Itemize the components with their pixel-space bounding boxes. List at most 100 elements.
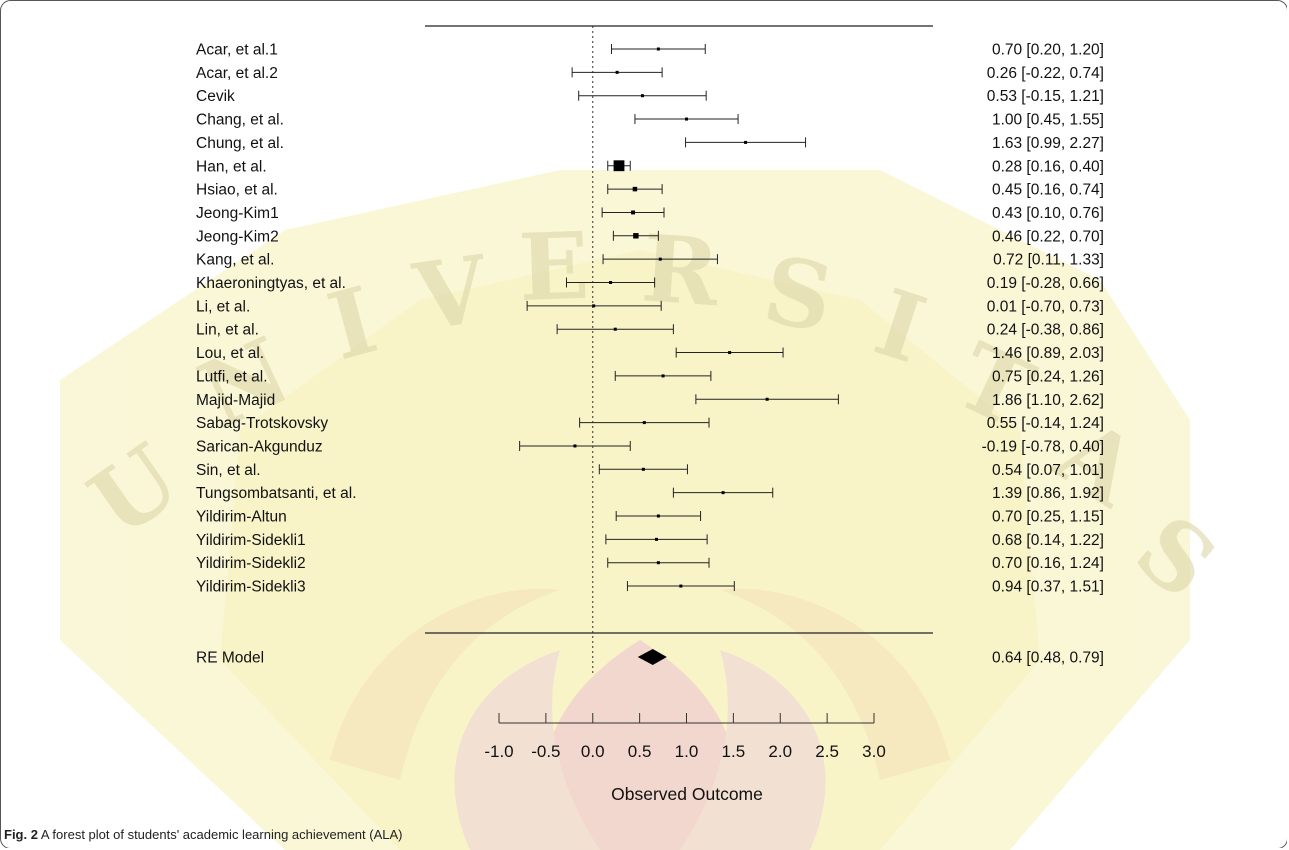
point-estimate-marker (631, 210, 636, 215)
x-tick-label: -1.0 (484, 742, 513, 761)
point-estimate-marker (615, 70, 619, 74)
study-row: Kang, et al. 0.72 [0.11, 1.33] (196, 252, 1104, 269)
study-label: Khaeroningtyas, et al. (196, 275, 346, 292)
study-label: Yildirim-Altun (196, 509, 287, 526)
point-estimate-marker (609, 281, 613, 284)
summary-row: RE Model 0.64 [0.48, 0.79] (196, 649, 1104, 667)
svg-text:R: R (638, 214, 722, 327)
estimate-ci-label: 0.45 [0.16, 0.74] (992, 182, 1104, 199)
study-label: Jeong-Kim2 (196, 228, 279, 245)
x-tick-label: 1.0 (675, 742, 699, 761)
study-label: Sabag-Trotskovsky (196, 415, 328, 432)
estimate-ci-label: 1.86 [1.10, 2.62] (992, 392, 1104, 409)
study-row: Tungsombatsanti, et al. 1.39 [0.86, 1.92] (196, 485, 1104, 502)
estimate-ci-label: 0.43 [0.10, 0.76] (992, 205, 1104, 222)
estimate-ci-label: 0.53 [-0.15, 1.21] (987, 88, 1104, 105)
study-row: Yildirim-Altun 0.70 [0.25, 1.15] (196, 509, 1104, 526)
study-row: Lin, et al. 0.24 [-0.38, 0.86] (196, 322, 1104, 339)
svg-text:V: V (407, 235, 495, 352)
svg-text:E: E (517, 212, 591, 322)
study-label: Acar, et al.2 (196, 65, 278, 82)
study-row: Sarican-Akgunduz -0.19 [-0.78, 0.40] (196, 438, 1104, 455)
summary-label: RE Model (196, 650, 264, 667)
x-tick-label: 0.0 (581, 742, 605, 761)
estimate-ci-label: 1.39 [0.86, 1.92] (992, 485, 1104, 502)
estimate-ci-label: 0.70 [0.20, 1.20] (992, 42, 1104, 59)
study-label: Jeong-Kim1 (196, 205, 279, 222)
summary-diamond (637, 649, 667, 665)
x-tick-label: 2.0 (768, 742, 792, 761)
estimate-ci-label: 0.24 [-0.38, 0.86] (987, 322, 1104, 339)
point-estimate-marker (641, 467, 645, 471)
estimate-ci-label: 1.63 [0.99, 2.27] (992, 135, 1104, 152)
study-row: Sabag-Trotskovsky 0.55 [-0.14, 1.24] (196, 415, 1104, 432)
figure-caption: Fig. 2 A forest plot of students' academ… (4, 827, 402, 842)
study-row: Jeong-Kim1 0.43 [0.10, 0.76] (196, 205, 1104, 222)
study-row: Hsiao, et al. 0.45 [0.16, 0.74] (196, 182, 1104, 199)
estimate-ci-label: 0.54 [0.07, 1.01] (992, 462, 1104, 479)
point-estimate-marker (679, 584, 683, 588)
study-row: Han, et al. 0.28 [0.16, 0.40] (196, 158, 1104, 175)
x-tick-label: 0.5 (628, 742, 652, 761)
point-estimate-marker (633, 233, 639, 239)
x-tick-label: 2.5 (815, 742, 839, 761)
study-row: Jeong-Kim2 0.46 [0.22, 0.70] (196, 228, 1104, 245)
study-label: Tungsombatsanti, et al. (196, 485, 357, 502)
estimate-ci-label: 0.70 [0.25, 1.15] (992, 509, 1104, 526)
point-estimate-marker (656, 514, 660, 518)
study-label: Sarican-Akgunduz (196, 438, 323, 455)
study-label: Yildirim-Sidekli3 (196, 579, 306, 596)
estimate-ci-label: 0.72 [0.11, 1.33] (993, 252, 1104, 269)
estimate-ci-label: -0.19 [-0.78, 0.40] (982, 438, 1104, 455)
point-estimate-marker (632, 186, 638, 192)
study-row: Acar, et al.1 0.70 [0.20, 1.20] (196, 42, 1104, 59)
x-tick-label: 1.5 (722, 742, 746, 761)
study-row: Cevik 0.53 [-0.15, 1.21] (196, 88, 1104, 105)
summary-ci-label: 0.64 [0.48, 0.79] (992, 650, 1104, 667)
point-estimate-marker (721, 491, 725, 495)
study-rows: Acar, et al.1 0.70 [0.20, 1.20]Acar, et a… (196, 42, 1104, 596)
study-label: Cevik (196, 88, 235, 105)
study-label: Kang, et al. (196, 252, 274, 269)
study-label: Lutfi, et al. (196, 368, 268, 385)
study-label: Lin, et al. (196, 322, 259, 339)
estimate-ci-label: 0.94 [0.37, 1.51] (992, 579, 1104, 596)
x-tick-label: -0.5 (531, 742, 560, 761)
study-label: Yildirim-Sidekli2 (196, 555, 306, 572)
study-row: Chung, et al. 1.63 [0.99, 2.27] (196, 135, 1104, 152)
study-row: Khaeroningtyas, et al. 0.19 [-0.28, 0.66] (196, 275, 1104, 292)
study-row: Chang, et al. 1.00 [0.45, 1.55] (196, 112, 1104, 129)
study-row: Lou, et al. 1.46 [0.89, 2.03] (196, 345, 1104, 362)
estimate-ci-label: 0.75 [0.24, 1.26] (992, 368, 1104, 385)
estimate-ci-label: 0.01 [-0.70, 0.73] (987, 298, 1104, 315)
caption-text: A forest plot of students' academic lear… (40, 827, 403, 842)
study-label: Chang, et al. (196, 112, 284, 129)
study-row: Majid-Majid 1.86 [1.10, 2.62] (196, 392, 1104, 409)
study-row: Yildirim-Sidekli3 0.94 [0.37, 1.51] (196, 579, 1104, 596)
point-estimate-marker (661, 374, 665, 378)
estimate-ci-label: 0.55 [-0.14, 1.24] (987, 415, 1104, 432)
x-tick-label: 3.0 (862, 742, 886, 761)
study-row: Yildirim-Sidekli2 0.70 [0.16, 1.24] (196, 555, 1104, 572)
study-row: Li, et al. 0.01 [-0.70, 0.73] (196, 298, 1104, 315)
estimate-ci-label: 0.46 [0.22, 0.70] (992, 228, 1104, 245)
study-row: Yildirim-Sidekli1 0.68 [0.14, 1.22] (196, 532, 1104, 549)
point-estimate-marker (744, 140, 748, 144)
study-label: Hsiao, et al. (196, 182, 278, 199)
estimate-ci-label: 0.70 [0.16, 1.24] (992, 555, 1104, 572)
study-row: Lutfi, et al. 0.75 [0.24, 1.26] (196, 368, 1104, 385)
x-axis: -1.0 -0.5 0.0 0.5 1.0 1.5 2.0 2.5 3.0 (484, 713, 886, 761)
study-row: Acar, et al.2 0.26 [-0.22, 0.74] (196, 65, 1104, 82)
study-label: Majid-Majid (196, 392, 275, 409)
point-estimate-marker (613, 327, 617, 331)
study-label: Li, et al. (196, 298, 250, 315)
study-label: Acar, et al.1 (196, 42, 278, 59)
point-estimate-marker (573, 444, 577, 448)
estimate-ci-label: 0.26 [-0.22, 0.74] (987, 65, 1104, 82)
x-axis-title: Observed Outcome (611, 784, 763, 804)
study-label: Lou, et al. (196, 345, 264, 362)
study-row: Sin, et al. 0.54 [0.07, 1.01] (196, 462, 1104, 479)
point-estimate-marker (728, 351, 732, 355)
